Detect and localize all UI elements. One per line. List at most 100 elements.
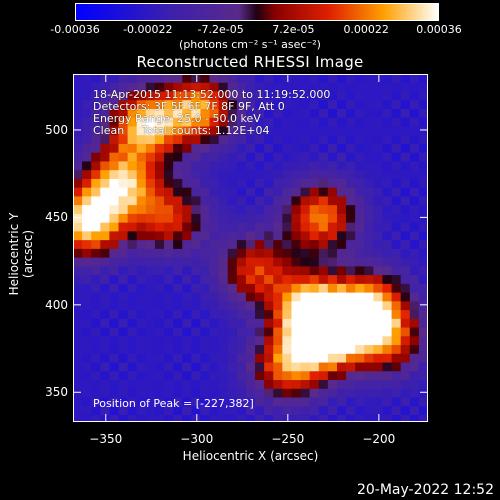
heatmap-cell: [154, 406, 165, 416]
heatmap-cell: [118, 178, 129, 189]
plot-frame: [73, 74, 428, 422]
heatmap-cell: [245, 353, 256, 364]
heatmap-cell: [164, 248, 174, 259]
heatmap-cell: [209, 336, 220, 346]
heatmap-cell: [364, 248, 374, 259]
heatmap-cell: [355, 240, 365, 250]
heatmap-cell: [255, 318, 265, 329]
heatmap-cell: [291, 187, 302, 198]
heatmap-cell: [227, 345, 238, 355]
heatmap-cell: [273, 135, 283, 145]
heatmap-cell: [318, 240, 329, 250]
heatmap-cell: [391, 126, 402, 136]
heatmap-cell: [73, 397, 83, 407]
heatmap-cell: [118, 152, 129, 163]
heatmap-cell: [218, 117, 229, 128]
heatmap-cell: [282, 362, 293, 372]
heatmap-cell: [236, 152, 247, 163]
heatmap-cell: [418, 353, 428, 364]
heatmap-cell: [300, 196, 311, 206]
heatmap-cell: [154, 318, 165, 329]
heatmap-cell: [318, 397, 329, 407]
heatmap-cell: [82, 310, 92, 320]
heatmap-cell: [100, 362, 111, 372]
heatmap-cell: [364, 292, 374, 302]
heatmap-cell: [91, 327, 101, 337]
heatmap-cell: [409, 301, 420, 311]
heatmap-cell: [355, 143, 365, 154]
heatmap-cell: [136, 108, 147, 119]
heatmap-cell: [264, 406, 274, 416]
heatmap-cell: [118, 170, 129, 180]
heatmap-cell: [236, 222, 247, 232]
heatmap-cell: [245, 380, 256, 390]
heatmap-cell: [300, 266, 311, 276]
heatmap-cell: [373, 126, 384, 136]
heatmap-cell: [182, 100, 192, 110]
heatmap-cell: [136, 222, 147, 232]
heatmap-cell: [255, 406, 265, 416]
heatmap-cell: [273, 345, 283, 355]
heatmap-cell: [127, 388, 138, 399]
heatmap-cell: [109, 275, 120, 285]
heatmap-cell: [391, 275, 402, 285]
heatmap-cell: [391, 336, 402, 346]
heatmap-cell: [209, 126, 220, 136]
heatmap-cell: [382, 371, 393, 381]
heatmap-cell: [409, 161, 420, 171]
heatmap-cell: [400, 126, 411, 136]
heatmap-cell: [109, 336, 120, 346]
heatmap-cell: [373, 327, 384, 337]
heatmap-cell: [264, 283, 274, 294]
heatmap-cell: [400, 292, 411, 302]
heatmap-cell: [73, 240, 83, 250]
heatmap-cell: [309, 388, 320, 399]
heatmap-cell: [200, 135, 211, 145]
heatmap-cell: [200, 371, 211, 381]
heatmap-cell: [236, 380, 247, 390]
heatmap-cell: [364, 178, 374, 189]
y-tick-label: 350: [45, 385, 68, 400]
heatmap-cell: [346, 135, 356, 145]
heatmap-cell: [218, 240, 229, 250]
heatmap-cell: [91, 310, 101, 320]
heatmap-cell: [264, 266, 274, 276]
heatmap-cell: [346, 266, 356, 276]
heatmap-cell: [373, 117, 384, 128]
heatmap-cell: [109, 240, 120, 250]
heatmap-cell: [91, 152, 101, 163]
heatmap-cell: [245, 327, 256, 337]
heatmap-cell: [209, 143, 220, 154]
heatmap-cell: [364, 100, 374, 110]
heatmap-cell: [264, 152, 274, 163]
heatmap-cell: [191, 126, 202, 136]
heatmap-cell: [73, 74, 83, 84]
heatmap-cell: [373, 231, 384, 241]
heatmap-cell: [346, 143, 356, 154]
heatmap-cell: [355, 74, 365, 84]
heatmap-cell: [73, 82, 83, 93]
heatmap-cell: [327, 178, 338, 189]
heatmap-cell: [382, 406, 393, 416]
heatmap-cell: [73, 187, 83, 198]
heatmap-cell: [309, 231, 320, 241]
heatmap-cell: [109, 117, 120, 128]
heatmap-cell: [282, 126, 293, 136]
heatmap-cell: [164, 327, 174, 337]
heatmap-cell: [364, 222, 374, 232]
heatmap-cell: [82, 292, 92, 302]
heatmap-cell: [236, 100, 247, 110]
heatmap-cell: [145, 257, 156, 267]
heatmap-cell: [236, 248, 247, 259]
heatmap-cell: [300, 100, 311, 110]
heatmap-cell: [255, 283, 265, 294]
date-stamp: 20-May-2022 12:52: [356, 482, 494, 498]
heatmap-cell: [109, 310, 120, 320]
heatmap-cell: [309, 266, 320, 276]
heatmap-cell: [209, 310, 220, 320]
heatmap-cell: [154, 362, 165, 372]
heatmap-cell: [91, 415, 101, 422]
heatmap-cell: [164, 240, 174, 250]
heatmap-cell: [109, 82, 120, 93]
heatmap-cell: [127, 353, 138, 364]
